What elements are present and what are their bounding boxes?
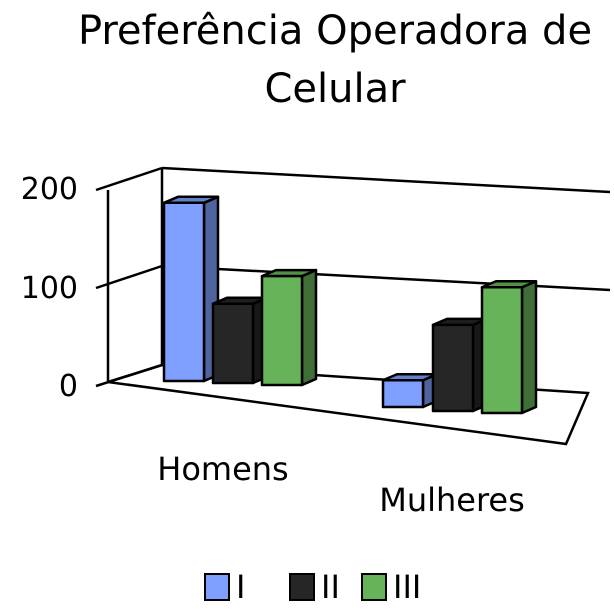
bar-homens-iii <box>260 268 318 387</box>
category-labels: Homens Mulheres <box>157 450 525 519</box>
gridline-100 <box>161 264 611 292</box>
bar-mulheres-iii <box>480 280 538 415</box>
legend: I II III <box>204 568 421 606</box>
legend-swatch-ii <box>289 573 315 601</box>
floor <box>107 363 590 446</box>
y-tick-label-0: 0 <box>59 369 78 404</box>
bar-homens-i-front <box>162 201 206 383</box>
y-tick-label-200: 200 <box>21 172 78 207</box>
category-label-homens: Homens <box>157 450 288 488</box>
legend-label-ii: II <box>321 568 340 606</box>
bar-homens-ii <box>211 296 269 385</box>
chart-title-line-2: Celular <box>264 66 406 112</box>
bar-homens-iii-front <box>260 274 304 387</box>
gridline-200 <box>161 166 611 194</box>
legend-label-iii: III <box>393 568 421 606</box>
axis-tick-100 <box>95 264 163 290</box>
chart-title: Preferência Operadora de Celular <box>78 8 592 112</box>
bar-homens-i <box>162 195 220 383</box>
bar-mulheres-i <box>381 373 439 409</box>
bar-mulheres-iii-front <box>480 286 524 415</box>
bar-homens-iii-side <box>300 268 318 387</box>
bar-homens-ii-front <box>211 302 255 385</box>
bar-mulheres-ii-front <box>431 323 475 413</box>
category-label-mulheres: Mulheres <box>379 481 525 519</box>
y-tick-labels: 0 100 200 <box>21 172 78 404</box>
y-tick-label-100: 100 <box>21 271 78 306</box>
bar-mulheres-i-front <box>381 379 425 409</box>
legend-label-i: I <box>236 568 245 606</box>
chart-title-line-1: Preferência Operadora de <box>78 8 592 54</box>
bar-mulheres-ii <box>431 317 489 413</box>
bars <box>162 195 538 415</box>
bar-mulheres-iii-side <box>520 280 538 415</box>
legend-swatch-iii <box>361 573 387 601</box>
axis-tick-200 <box>95 166 163 192</box>
legend-swatch-i <box>204 573 230 601</box>
